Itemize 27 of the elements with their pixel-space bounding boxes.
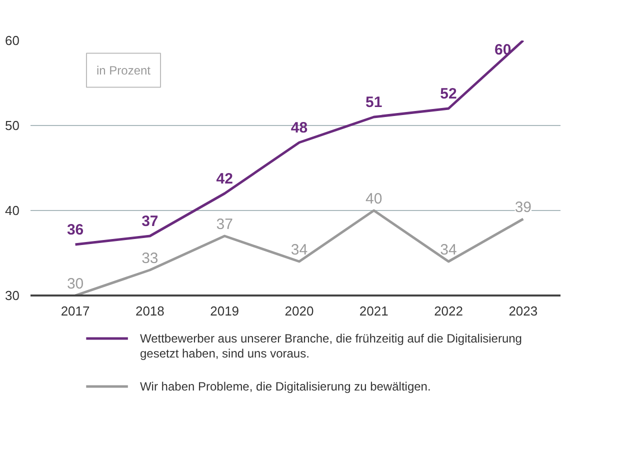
- x-tick-label: 2022: [434, 304, 463, 318]
- legend-label: Wettbewerber aus unserer Branche, die frühzeitig auf die Digitalisierung gesetzt haben, sind uns voraus.: [140, 332, 522, 360]
- x-tick-label: 2023: [508, 304, 538, 318]
- annotation: in Prozent: [96, 63, 152, 78]
- data-label: 37: [142, 213, 158, 230]
- data-label: 36: [66, 222, 84, 238]
- data-label: 37: [216, 216, 233, 233]
- data-label: 40: [366, 190, 382, 208]
- data-label: 34: [440, 242, 457, 258]
- y-tick-label: 50: [5, 118, 20, 133]
- data-label: 30: [66, 276, 84, 292]
- data-label: 33: [142, 250, 158, 267]
- x-tick-label: 2018: [135, 304, 164, 318]
- y-tick-label: 60: [5, 33, 20, 48]
- y-tick-label: 30: [5, 288, 20, 303]
- data-label: 51: [366, 94, 382, 111]
- x-tick-label: 2017: [60, 304, 90, 318]
- data-label: 48: [290, 120, 308, 136]
- data-label: 34: [290, 242, 308, 258]
- x-tick-label: 2019: [210, 304, 240, 318]
- x-tick-label: 2021: [359, 304, 388, 318]
- data-label: 42: [216, 170, 233, 188]
- data-label: 52: [440, 86, 457, 102]
- y-tick-label: 40: [5, 203, 20, 218]
- legend-label: Wir haben Probleme, die Digitalisierung zu bewältigen.: [140, 380, 431, 394]
- data-label: 39: [514, 199, 532, 216]
- x-tick-label: 2020: [284, 304, 314, 318]
